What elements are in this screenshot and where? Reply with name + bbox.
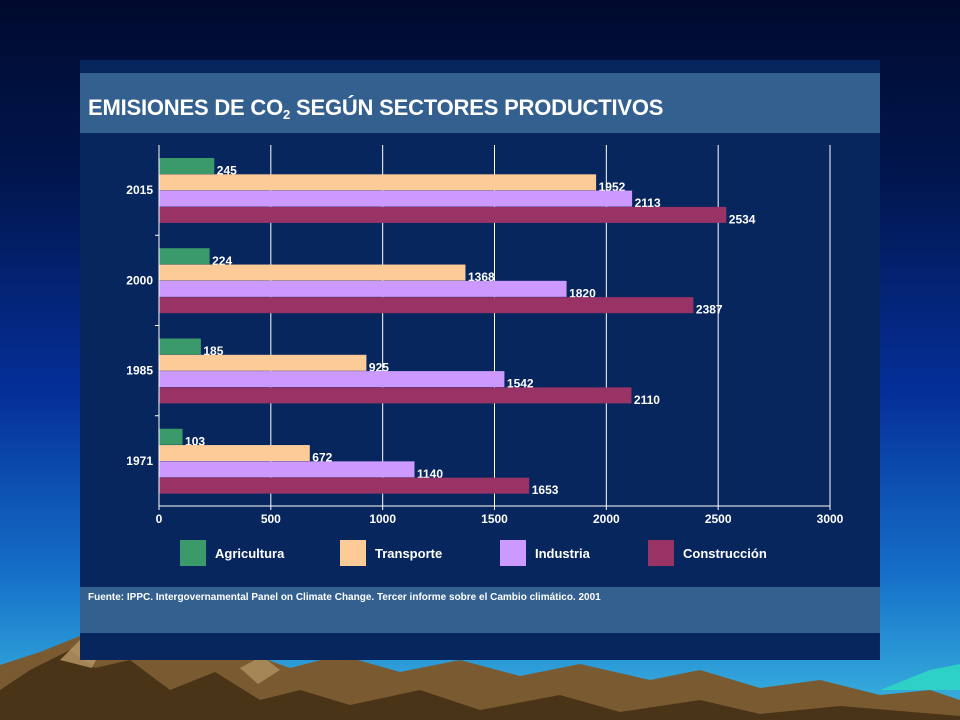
bar-industria xyxy=(159,280,567,297)
data-label: 1820 xyxy=(569,286,596,300)
legend-label: Transporte xyxy=(375,546,442,561)
source-band: Fuente: IPPC. Intergovernamental Panel o… xyxy=(80,587,880,633)
legend-swatch xyxy=(648,540,674,566)
slide-title: EMISIONES DE CO2 SEGÚN SECTORES PRODUCTI… xyxy=(88,95,663,121)
legend: Agricultura Transporte Industria Construcci… xyxy=(180,540,767,566)
slide-panel: EMISIONES DE CO2 SEGÚN SECTORES PRODUCTI… xyxy=(80,60,880,660)
data-label: 1542 xyxy=(507,377,534,391)
legend-label: Industria xyxy=(535,546,591,561)
legend-label: Construcción xyxy=(683,546,767,561)
data-label: 1653 xyxy=(532,483,559,497)
bar-industria xyxy=(159,371,505,388)
bar-transporte xyxy=(159,354,367,371)
bar-agricultura xyxy=(159,428,183,445)
category-label: 2015 xyxy=(126,183,153,197)
category-label: 1985 xyxy=(126,364,153,378)
x-tick-label: 1500 xyxy=(481,512,508,526)
x-tick-label: 1000 xyxy=(369,512,396,526)
title-band: EMISIONES DE CO2 SEGÚN SECTORES PRODUCTI… xyxy=(80,73,880,133)
x-tick-label: 2000 xyxy=(593,512,620,526)
legend-swatch xyxy=(180,540,206,566)
title-main: EMISIONES DE CO xyxy=(88,95,284,120)
bar-transporte xyxy=(159,174,597,191)
legend-swatch xyxy=(500,540,526,566)
x-tick-label: 500 xyxy=(261,512,281,526)
category-label: 2000 xyxy=(126,273,153,287)
data-label: 2110 xyxy=(634,393,660,407)
bar-industria xyxy=(159,461,415,478)
bar-agricultura xyxy=(159,248,210,265)
bar-construccin xyxy=(159,297,694,314)
legend-swatch xyxy=(340,540,366,566)
bar-construccin xyxy=(159,387,632,404)
data-label: 672 xyxy=(312,451,332,465)
x-tick-label: 0 xyxy=(156,512,163,526)
data-label: 224 xyxy=(212,254,232,268)
title-rest: SEGÚN SECTORES PRODUCTIVOS xyxy=(290,95,664,120)
category-label: 1971 xyxy=(126,454,153,468)
data-label: 245 xyxy=(217,164,237,178)
data-label: 1368 xyxy=(468,270,495,284)
data-label: 2387 xyxy=(696,303,723,317)
data-label: 1140 xyxy=(417,467,443,481)
bar-transporte xyxy=(159,264,466,281)
data-label: 2113 xyxy=(635,196,661,210)
bar-agricultura xyxy=(159,158,215,174)
data-label: 103 xyxy=(185,434,205,448)
data-label: 925 xyxy=(369,360,389,374)
bar-construccin xyxy=(159,206,727,223)
data-label: 2534 xyxy=(729,212,756,226)
legend-label: Agricultura xyxy=(215,546,285,561)
bar-transporte xyxy=(159,445,310,462)
bar-industria xyxy=(159,190,633,207)
bar-construccin xyxy=(159,477,530,494)
source-note: Fuente: IPPC. Intergovernamental Panel o… xyxy=(88,592,601,603)
x-tick-label: 2500 xyxy=(705,512,732,526)
emissions-bar-chart: 245 1952 2113 2534 224 1368 1820 2387 185 925 1542… xyxy=(126,145,844,566)
axis-layer: 0 500 1000 1500 2000 2500 3000 2015 2000 1985 1971 xyxy=(126,145,844,526)
data-label: 1952 xyxy=(599,180,626,194)
bar-agricultura xyxy=(159,338,201,355)
x-tick-label: 3000 xyxy=(817,512,844,526)
title-subscript: 2 xyxy=(283,107,291,122)
bars-layer: 245 1952 2113 2534 224 1368 1820 2387 185 925 1542… xyxy=(159,158,756,497)
data-label: 185 xyxy=(203,344,223,358)
